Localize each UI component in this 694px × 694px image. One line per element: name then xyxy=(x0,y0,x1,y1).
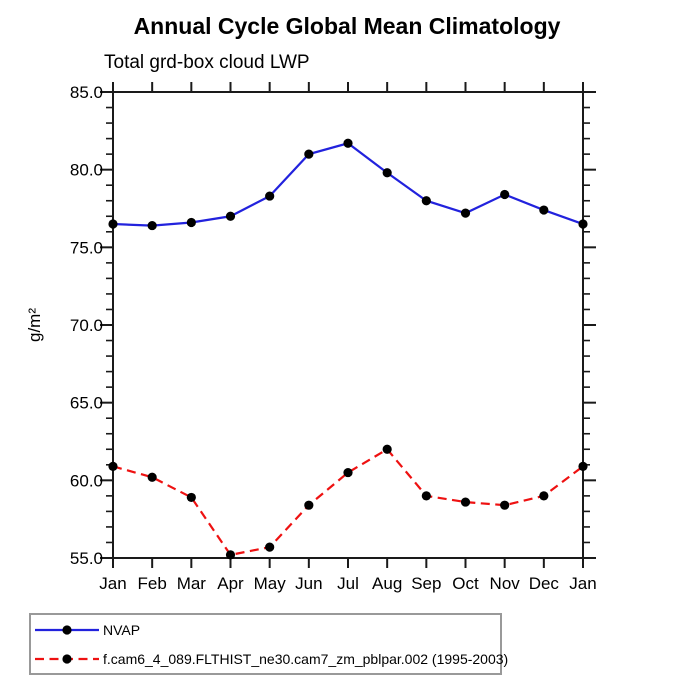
y-tick-label: 70.0 xyxy=(70,316,103,335)
series-marker xyxy=(265,191,275,201)
y-tick-label: 55.0 xyxy=(70,549,103,568)
model-line-sample-icon xyxy=(35,653,99,664)
y-tick-label: 80.0 xyxy=(70,161,103,180)
x-tick-label: Oct xyxy=(452,574,479,593)
legend-label-model: f.cam6_4_089.FLTHIST_ne30.cam7_zm_pblpar… xyxy=(103,650,509,667)
x-tick-label: Jan xyxy=(99,574,126,593)
x-tick-label: Apr xyxy=(217,574,244,593)
series-marker xyxy=(147,220,157,231)
series-marker xyxy=(421,196,431,206)
series-marker xyxy=(460,208,471,218)
y-axis-title: g/m² xyxy=(25,308,44,342)
nvap-line-sample-icon xyxy=(35,624,99,635)
series-marker xyxy=(147,472,157,482)
legend-key-marker xyxy=(62,624,72,635)
y-tick-label: 65.0 xyxy=(70,394,103,413)
series-marker xyxy=(382,444,392,454)
series-marker xyxy=(539,491,549,501)
x-tick-label: May xyxy=(254,574,287,593)
series-marker xyxy=(186,492,196,503)
legend-key-marker xyxy=(62,653,72,664)
plot-frame xyxy=(112,91,584,559)
series-marker xyxy=(421,491,431,501)
series-marker xyxy=(578,461,588,471)
legend-box: NVAP f.cam6_4_089.FLTHIST_ne30.cam7_zm_p… xyxy=(29,613,508,675)
legend-label-nvap: NVAP xyxy=(103,621,141,638)
series-marker xyxy=(304,500,314,510)
x-tick-label: Jul xyxy=(337,574,359,593)
series-marker xyxy=(108,461,118,471)
series-marker xyxy=(265,542,275,552)
series-marker xyxy=(500,189,510,200)
series-marker xyxy=(539,205,549,215)
x-tick-label: Dec xyxy=(529,574,560,593)
y-tick-label: 75.0 xyxy=(70,238,103,257)
series-marker xyxy=(225,211,236,221)
x-tick-label: Aug xyxy=(372,574,402,593)
series-marker xyxy=(186,217,196,228)
series-marker xyxy=(343,138,353,148)
x-tick-label: Feb xyxy=(138,574,167,593)
chart-subtitle: Total grd-box cloud LWP xyxy=(104,52,310,73)
legend-item-model: f.cam6_4_089.FLTHIST_ne30.cam7_zm_pblpar… xyxy=(31,644,508,673)
series-line-nvap xyxy=(112,142,584,227)
series-marker xyxy=(578,219,588,229)
y-tick-label: 85.0 xyxy=(70,83,103,102)
chart-title: Annual Cycle Global Mean Climatology xyxy=(133,13,561,39)
series-marker xyxy=(460,497,471,507)
series-marker xyxy=(382,168,392,178)
y-tick-label: 60.0 xyxy=(70,471,103,490)
legend-item-nvap: NVAP xyxy=(31,615,500,644)
x-tick-label: Jun xyxy=(295,574,322,593)
series-marker xyxy=(343,467,353,478)
x-tick-label: Nov xyxy=(490,574,521,593)
series-marker xyxy=(304,149,314,159)
series-marker xyxy=(108,219,118,229)
x-tick-label: Sep xyxy=(411,574,441,593)
x-tick-label: Jan xyxy=(569,574,596,593)
series-line-model xyxy=(112,447,584,557)
series-marker xyxy=(225,550,236,560)
x-tick-label: Mar xyxy=(177,574,207,593)
series-marker xyxy=(500,500,510,510)
